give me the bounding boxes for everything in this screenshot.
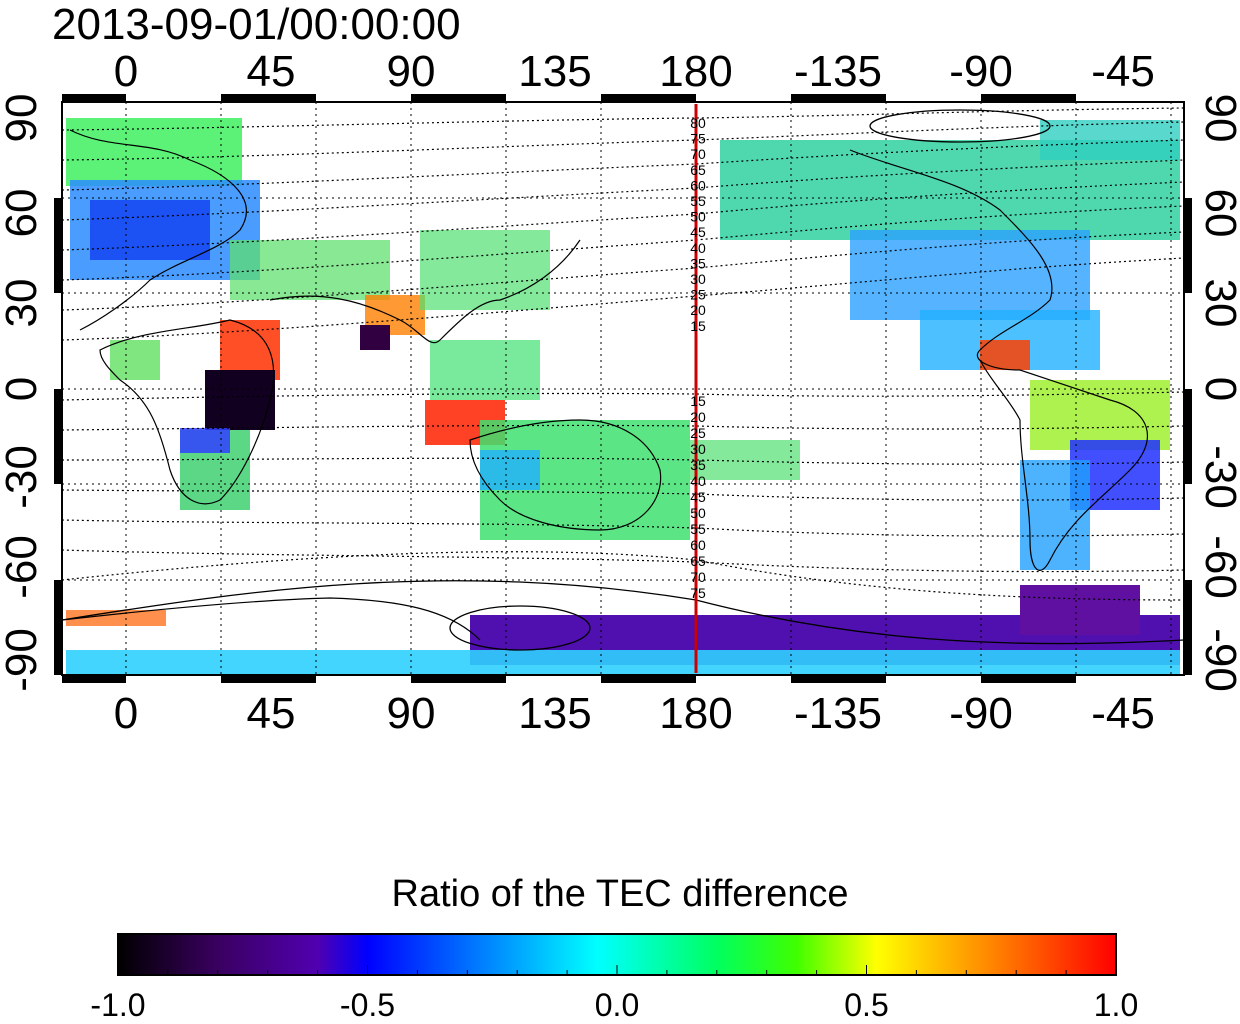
contour-label: 60 (690, 537, 706, 553)
y-tick-label-left: -60 (0, 535, 46, 599)
contour-label: 40 (690, 473, 706, 489)
tec-patch (1040, 120, 1180, 160)
x-tick-label-top: -45 (1091, 47, 1155, 96)
tec-patch (66, 650, 1180, 675)
y-axis-right-labels: 90 60 30 0 -30 -60 -90 (1196, 94, 1240, 692)
y-tick-label-right: -90 (1196, 628, 1240, 692)
contour-label: 50 (690, 209, 706, 225)
y-tick-label-left: -30 (0, 445, 46, 509)
contour-label: 40 (690, 240, 706, 256)
contour-label: 20 (690, 302, 706, 318)
y-tick-label-left: -90 (0, 628, 46, 692)
tec-patch (1020, 585, 1140, 635)
y-tick-label-right: 0 (1196, 377, 1240, 401)
colorbar: -1.0 -0.5 0.0 0.5 1.0 (90, 933, 1138, 1023)
contour-label: 25 (690, 425, 706, 441)
tec-patch (66, 610, 166, 626)
x-tick-label-bottom: 180 (659, 689, 732, 738)
x-tick-label-bottom: -90 (949, 689, 1013, 738)
contour-label: 70 (690, 569, 706, 585)
contour-label: 75 (690, 585, 706, 601)
contour-label: 20 (690, 409, 706, 425)
y-tick-label-right: -60 (1196, 535, 1240, 599)
x-tick-label-bottom: -135 (794, 689, 882, 738)
x-tick-label-top: 135 (518, 47, 591, 96)
y-tick-label-right: 30 (1196, 279, 1240, 328)
x-tick-label-top: 90 (387, 47, 436, 96)
figure-title: 2013-09-01/00:00:00 (52, 0, 461, 49)
contour-layer (62, 107, 1184, 601)
tec-patch (690, 440, 800, 480)
tec-patch (110, 340, 160, 380)
contour-label: 30 (690, 271, 706, 287)
colorbar-tick-label: 0.0 (595, 987, 639, 1023)
x-tick-label-bottom: 45 (247, 689, 296, 738)
contour-label: 65 (690, 553, 706, 569)
tec-patch (1030, 380, 1170, 450)
x-tick-label-top: 180 (659, 47, 732, 96)
tec-patch (360, 325, 390, 350)
colorbar-tick-label: -0.5 (340, 987, 395, 1023)
y-axis-left-labels: 90 60 30 0 -30 -60 -90 (0, 94, 46, 692)
x-tick-label-bottom: 0 (114, 689, 138, 738)
colorbar-tick-label: 0.5 (844, 987, 888, 1023)
contour-label: 30 (690, 441, 706, 457)
coastlines (62, 129, 1148, 641)
contour-label: 50 (690, 505, 706, 521)
y-tick-label-right: 60 (1196, 189, 1240, 238)
tec-patch (480, 450, 540, 490)
contour-label: 45 (690, 224, 706, 240)
contour-label: 15 (690, 318, 706, 334)
contour-label: 55 (690, 521, 706, 537)
contour-label: 75 (690, 131, 706, 147)
y-tick-label-left: 0 (0, 377, 46, 401)
y-tick-label-left: 30 (0, 279, 46, 328)
contour-label: 55 (690, 193, 706, 209)
x-tick-label-bottom: 135 (518, 689, 591, 738)
colorbar-tick-label: 1.0 (1094, 987, 1138, 1023)
x-tick-label-top: 45 (247, 47, 296, 96)
tec-patch (230, 240, 390, 300)
x-tick-label-bottom: 90 (387, 689, 436, 738)
x-tick-label-top: -90 (949, 47, 1013, 96)
colorbar-tick-labels: -1.0 -0.5 0.0 0.5 1.0 (90, 987, 1138, 1023)
contour-label: 65 (690, 162, 706, 178)
tec-patch (420, 230, 550, 310)
contour-solid-layer (62, 109, 1184, 651)
contour-label: 80 (690, 115, 706, 131)
contour-label: 15 (690, 393, 706, 409)
tec-patch (66, 118, 242, 186)
graticule (62, 102, 1184, 675)
contour-label: 35 (690, 255, 706, 271)
tick-bars (54, 94, 1192, 683)
colorbar-title: Ratio of the TEC difference (391, 873, 849, 915)
contour-label: 35 (690, 457, 706, 473)
x-axis-top-labels: 0 45 90 135 180 -135 -90 -45 (114, 47, 1155, 96)
colorbar-ticks (117, 965, 1117, 975)
tec-patch (90, 200, 210, 260)
tec-patch (430, 340, 540, 400)
x-tick-label-bottom: -45 (1091, 689, 1155, 738)
contour-label: 70 (690, 146, 706, 162)
y-tick-label-right: -30 (1196, 445, 1240, 509)
tec-data-layer (66, 118, 1180, 675)
contour-label: 25 (690, 287, 706, 303)
y-tick-label-left: 90 (0, 94, 46, 143)
tec-patch (205, 370, 275, 430)
contour-label: 60 (690, 177, 706, 193)
y-tick-label-right: 90 (1196, 94, 1240, 143)
tec-patch (180, 428, 230, 453)
x-axis-bottom-labels: 0 45 90 135 180 -135 -90 -45 (114, 689, 1155, 738)
y-tick-label-left: 60 (0, 189, 46, 238)
x-tick-label-top: 0 (114, 47, 138, 96)
x-tick-label-top: -135 (794, 47, 882, 96)
colorbar-tick-label: -1.0 (90, 987, 145, 1023)
contour-label: 45 (690, 489, 706, 505)
